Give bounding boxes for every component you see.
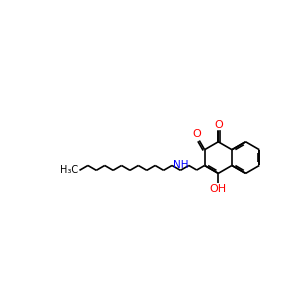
Text: NH: NH — [173, 160, 188, 170]
Text: O: O — [193, 129, 202, 139]
Text: OH: OH — [210, 184, 227, 194]
Text: H₃C: H₃C — [60, 165, 78, 175]
Text: O: O — [214, 120, 223, 130]
